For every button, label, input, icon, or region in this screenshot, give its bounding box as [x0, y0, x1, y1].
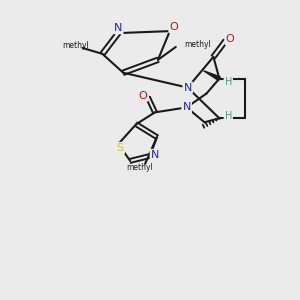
Text: S: S	[117, 143, 124, 153]
Text: H: H	[225, 76, 232, 87]
Text: methyl: methyl	[62, 41, 89, 50]
Text: methyl: methyl	[127, 163, 154, 172]
Text: O: O	[139, 91, 147, 100]
Text: O: O	[169, 22, 178, 32]
Text: N: N	[151, 150, 159, 160]
Text: N: N	[114, 23, 122, 33]
Text: H: H	[225, 111, 232, 121]
Text: N: N	[184, 82, 192, 93]
Text: methyl: methyl	[185, 40, 212, 50]
Polygon shape	[203, 71, 220, 80]
Text: N: N	[182, 102, 191, 112]
Text: O: O	[226, 34, 235, 44]
